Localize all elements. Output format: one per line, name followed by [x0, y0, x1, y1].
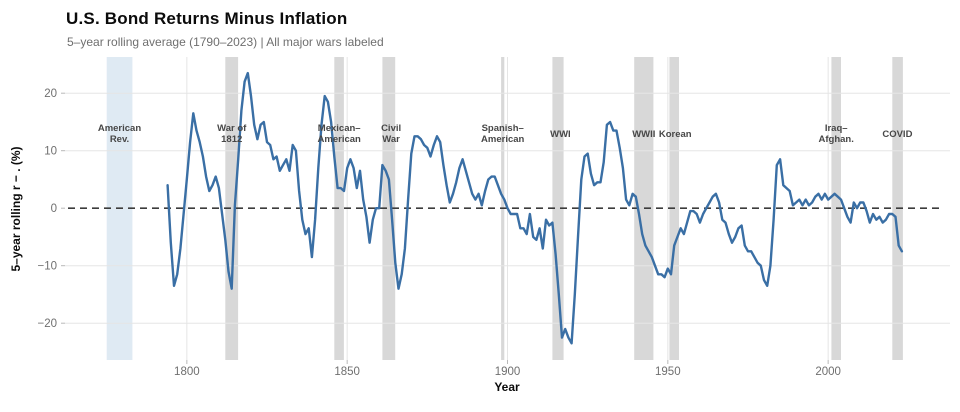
- y-tick-label-20: 20: [44, 88, 57, 100]
- war-label-line-korean-0: Korean: [659, 129, 692, 140]
- y-tick-label-0: 0: [51, 203, 57, 215]
- war-label-line-war-of-1812-1: 1812: [221, 134, 242, 145]
- war-label-wwi: WWI: [550, 129, 571, 140]
- war-label-mexican-american: Mexican– American: [318, 123, 361, 145]
- war-band-mexican-american: [334, 57, 344, 360]
- war-label-line-covid-0: COVID: [882, 129, 912, 140]
- war-label-line-spanish-american-0: Spanish–: [482, 123, 524, 134]
- war-label-covid: COVID: [882, 129, 912, 140]
- chart-subtitle: 5–year rolling average (1790–2023) | All…: [67, 35, 384, 49]
- x-tick-label-1850: 1850: [334, 366, 360, 378]
- x-tick-label-1900: 1900: [495, 366, 521, 378]
- x-axis-title: Year: [494, 380, 520, 394]
- war-label-iraq-afghan: Iraq– Afghan.: [819, 123, 854, 145]
- gridlines-layer: 1800 1850 1900 1950 2000 −20 −10 0 10 20: [37, 57, 950, 378]
- war-label-line-mexican-american-1: American: [318, 134, 361, 145]
- war-band-war-of-1812: [225, 57, 239, 360]
- x-tick-label-1800: 1800: [174, 366, 200, 378]
- y-axis-title: 5–year rolling r − . (%): [9, 146, 23, 271]
- war-label-line-war-of-1812-0: War of: [217, 123, 247, 134]
- war-label-line-civil-war-1: War: [382, 134, 400, 145]
- war-label-war-of-1812: War of 1812: [217, 123, 247, 145]
- bond-return-line: [166, 71, 904, 345]
- series-layer: [166, 71, 904, 345]
- war-label-line-iraq-afghan-1: Afghan.: [819, 134, 854, 145]
- y-tick-label--20: −20: [37, 318, 57, 330]
- war-label-wwii: WWII: [632, 129, 655, 140]
- chart-title: U.S. Bond Returns Minus Inflation: [66, 9, 348, 28]
- war-label-line-iraq-afghan-0: Iraq–: [825, 123, 848, 134]
- war-label-line-american-rev-1: Rev.: [110, 134, 129, 145]
- war-label-american-rev: American Rev.: [98, 123, 141, 145]
- y-tick-label-10: 10: [44, 146, 57, 158]
- axes-layer: Year 5–year rolling r − . (%): [9, 146, 520, 394]
- war-band-wwii: [634, 57, 654, 360]
- war-label-line-wwi-0: WWI: [550, 129, 571, 140]
- war-label-line-american-rev-0: American: [98, 123, 141, 134]
- war-label-line-spanish-american-1: American: [481, 134, 524, 145]
- war-band-wwi: [552, 57, 564, 360]
- war-label-line-wwii-0: WWII: [632, 129, 655, 140]
- x-tick-label-2000: 2000: [815, 366, 841, 378]
- war-label-civil-war: Civil War: [381, 123, 401, 145]
- war-label-line-civil-war-0: Civil: [381, 123, 401, 134]
- y-tick-label--10: −10: [37, 261, 57, 273]
- war-label-line-mexican-american-0: Mexican–: [318, 123, 361, 134]
- war-label-korean: Korean: [659, 129, 692, 140]
- war-label-spanish-american: Spanish– American: [481, 123, 524, 145]
- x-tick-label-1950: 1950: [655, 366, 681, 378]
- war-band-civil-war: [382, 57, 396, 360]
